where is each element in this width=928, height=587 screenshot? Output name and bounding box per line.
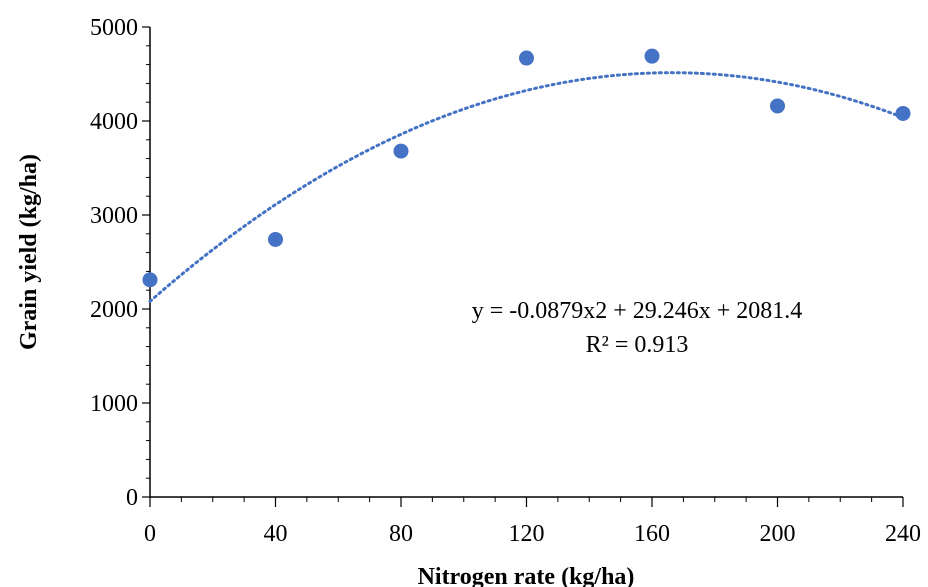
x-tick-label: 160	[634, 521, 670, 547]
x-tick-label: 0	[144, 521, 156, 547]
y-tick-label: 3000	[90, 203, 138, 229]
y-tick-label: 4000	[90, 109, 138, 135]
data-point	[644, 48, 660, 64]
x-tick-label: 80	[389, 521, 413, 547]
x-tick-label: 200	[760, 521, 796, 547]
trendline-r-squared: R² = 0.913	[586, 332, 689, 358]
x-tick-label: 40	[264, 521, 288, 547]
y-tick-label: 5000	[90, 15, 138, 41]
y-tick-label: 1000	[90, 391, 138, 417]
data-point	[895, 105, 911, 121]
data-point	[770, 98, 785, 114]
data-point	[519, 50, 534, 66]
x-tick-label: 120	[509, 521, 545, 547]
y-tick-label: 2000	[90, 297, 138, 323]
data-point	[268, 231, 283, 247]
x-axis-title: Nitrogen rate (kg/ha)	[418, 564, 635, 587]
y-tick-label: 0	[126, 485, 138, 511]
data-point	[393, 143, 409, 159]
trendline-group	[148, 71, 905, 303]
x-tick-label: 240	[885, 521, 921, 547]
data-points	[142, 48, 911, 288]
data-point	[142, 272, 158, 288]
trendline	[148, 71, 905, 303]
y-axis-title: Grain yield (kg/ha)	[16, 154, 42, 350]
trendline-equation: y = -0.0879x2 + 29.246x + 2081.4	[472, 298, 803, 324]
axes: 0 1000 2000 3000 4000 5000 0 40 80 120 160 200 240	[90, 15, 921, 547]
